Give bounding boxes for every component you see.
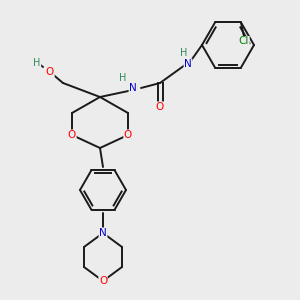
Text: O: O xyxy=(99,276,107,286)
Text: H: H xyxy=(180,48,188,58)
Text: N: N xyxy=(184,59,192,69)
Text: Cl: Cl xyxy=(239,37,249,46)
Text: N: N xyxy=(99,228,107,238)
Text: O: O xyxy=(46,67,54,77)
Text: O: O xyxy=(124,130,132,140)
Text: O: O xyxy=(156,102,164,112)
Text: N: N xyxy=(129,83,137,93)
Text: O: O xyxy=(68,130,76,140)
Text: H: H xyxy=(33,58,41,68)
Text: H: H xyxy=(119,73,127,83)
